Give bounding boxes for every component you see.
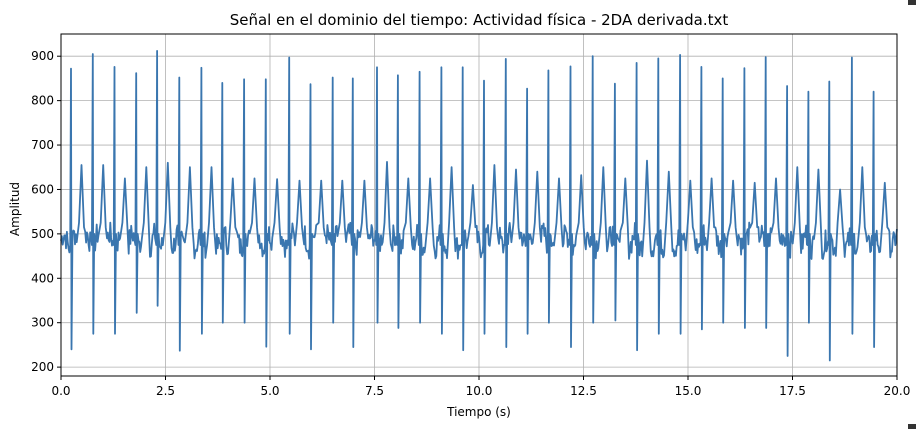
signal-line — [60, 50, 898, 362]
x-tick-label: 15.0 — [675, 384, 702, 398]
series-layer — [60, 50, 898, 362]
window-edge-mark-bottom — [908, 424, 916, 429]
y-tick-label: 800 — [31, 94, 54, 108]
x-axis: 0.0 2.5 5.0 7.5 10.0 12.5 15.0 17.5 20.0 — [51, 376, 910, 398]
x-tick-label: 0.0 — [51, 384, 70, 398]
x-tick-label: 5.0 — [260, 384, 279, 398]
x-tick-label: 10.0 — [466, 384, 493, 398]
y-tick-label: 500 — [31, 227, 54, 241]
window-edge-mark-top — [908, 0, 916, 5]
x-axis-label: Tiempo (s) — [446, 405, 511, 419]
chart-title: Señal en el dominio del tiempo: Activida… — [230, 11, 729, 29]
x-tick-label: 7.5 — [365, 384, 384, 398]
y-tick-label: 200 — [31, 360, 54, 374]
x-tick-label: 17.5 — [779, 384, 806, 398]
x-tick-label: 2.5 — [156, 384, 175, 398]
y-tick-label: 400 — [31, 271, 54, 285]
y-tick-label: 900 — [31, 49, 54, 63]
y-tick-label: 600 — [31, 182, 54, 196]
y-axis: 200 300 400 500 600 700 800 900 — [31, 49, 61, 374]
y-tick-label: 700 — [31, 138, 54, 152]
y-tick-label: 300 — [31, 316, 54, 330]
grid — [60, 34, 898, 376]
x-tick-label: 12.5 — [570, 384, 597, 398]
x-tick-label: 20.0 — [884, 384, 911, 398]
y-axis-label: Amplitud — [8, 182, 22, 236]
